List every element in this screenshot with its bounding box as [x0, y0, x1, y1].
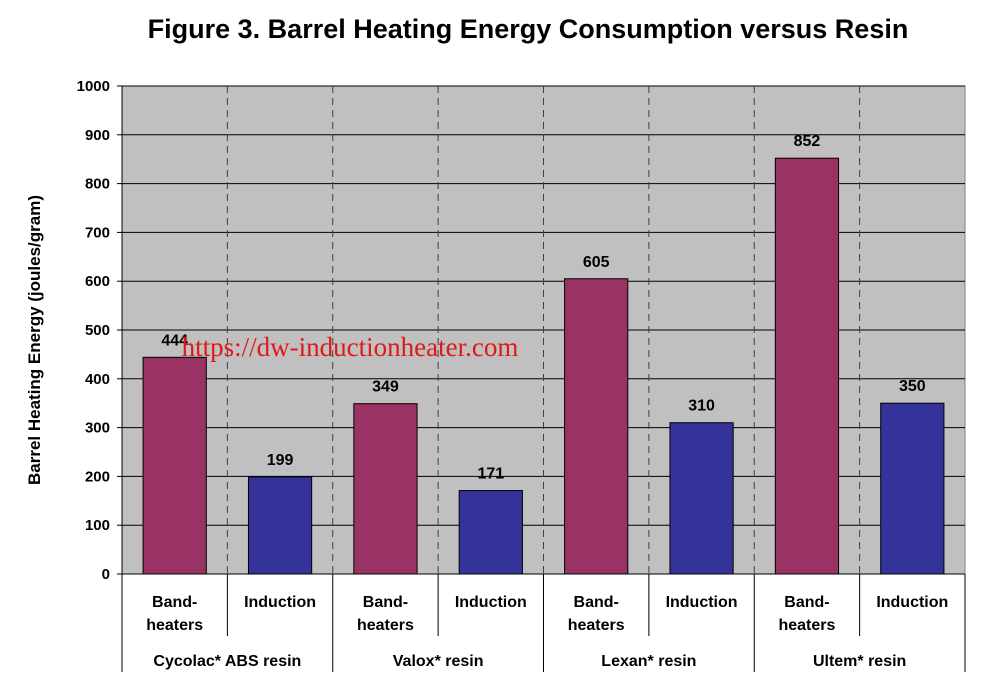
x-category-label: heaters	[357, 617, 414, 634]
bar	[564, 278, 629, 575]
chart-title: Figure 3. Barrel Heating Energy Consumpt…	[148, 14, 909, 44]
x-category-label: Band-	[784, 594, 829, 611]
bar-value-label: 171	[477, 466, 504, 483]
x-category-label: Induction	[244, 594, 316, 611]
bar	[880, 402, 945, 575]
y-tick-label: 100	[85, 517, 110, 534]
x-group-label: Valox* resin	[393, 653, 484, 670]
y-tick-label: 500	[85, 322, 110, 339]
labels: 0 100 200 300 400 500 600 700 800 900 1000 444 Band-…	[77, 78, 949, 670]
bar-value-label: 350	[899, 378, 926, 395]
y-tick-label: 900	[85, 127, 110, 144]
watermark-text: https://dw-inductionheater.com	[182, 332, 519, 362]
bar-value-label: 310	[688, 398, 715, 415]
bars	[142, 157, 945, 575]
y-tick-label: 600	[85, 273, 110, 290]
bar-value-label: 605	[583, 254, 610, 271]
x-category-label: Induction	[876, 594, 948, 611]
bar-value-label: 199	[267, 452, 294, 469]
bar	[774, 157, 840, 575]
x-group-label: Lexan* resin	[601, 653, 696, 670]
x-category-label: heaters	[568, 617, 625, 634]
x-category-label: heaters	[146, 617, 203, 634]
x-category-label: Band-	[363, 594, 408, 611]
x-category-label: Band-	[574, 594, 619, 611]
y-tick-label: 0	[102, 566, 110, 583]
x-category-label: Induction	[666, 594, 738, 611]
x-group-label: Ultem* resin	[813, 653, 906, 670]
x-category-label: Band-	[152, 594, 197, 611]
x-category-label: Induction	[455, 594, 527, 611]
x-group-label: Cycolac* ABS resin	[153, 653, 301, 670]
bar	[353, 403, 418, 575]
y-tick-label: 200	[85, 468, 110, 485]
y-tick-label: 700	[85, 224, 110, 241]
axes	[117, 85, 966, 672]
bar-value-label: 444	[161, 332, 188, 349]
y-axis-label: Barrel Heating Energy (joules/gram)	[25, 195, 44, 485]
bar	[458, 490, 523, 575]
y-tick-label: 300	[85, 420, 110, 437]
bar	[247, 476, 313, 575]
x-category-label: heaters	[778, 617, 835, 634]
y-tick-label: 1000	[77, 78, 110, 95]
bar-value-label: 349	[372, 379, 399, 396]
bar-value-label: 852	[794, 133, 821, 150]
y-tick-label: 400	[85, 371, 110, 388]
bar	[142, 356, 207, 575]
bar	[669, 422, 734, 575]
y-tick-label: 800	[85, 176, 110, 193]
